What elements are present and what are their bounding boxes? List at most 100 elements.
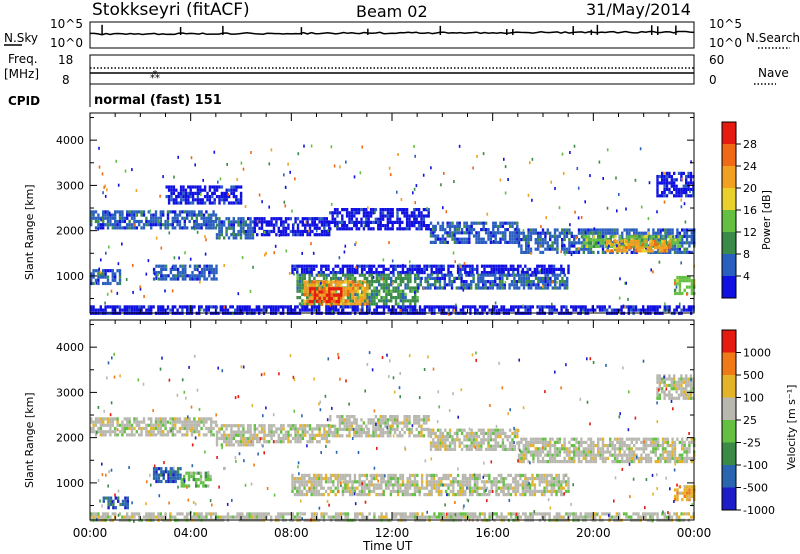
power-cell: [546, 283, 550, 287]
velocity-cell: [130, 426, 134, 431]
power-cell: [411, 305, 414, 309]
power-cell: [310, 267, 313, 271]
power-cell: [568, 247, 571, 251]
power-cell: [296, 217, 300, 221]
power-cell: [635, 228, 638, 232]
power-cell: [415, 214, 418, 218]
power-cell: [311, 300, 314, 304]
power-cell: [152, 219, 155, 224]
power-cell: [401, 211, 404, 215]
velocity-cell: [145, 426, 148, 431]
velocity-cell: [427, 431, 430, 435]
power-cell: [92, 216, 95, 220]
velocity-cell: [369, 434, 373, 438]
power-cell: [390, 283, 393, 287]
velocity-cell: [477, 435, 481, 439]
power-cell: [242, 229, 245, 234]
power-cell: [265, 223, 268, 227]
velocity-cell: [272, 433, 276, 437]
velocity-cell: [215, 424, 219, 428]
velocity-cell: [256, 436, 259, 441]
power-cell: [425, 214, 428, 218]
power-cell: [565, 305, 568, 309]
velocity-cell: [223, 436, 226, 441]
velocity-cell: [294, 424, 297, 428]
velocity-cell: [289, 427, 292, 431]
power-cell: [341, 208, 344, 212]
power-cell: [489, 234, 493, 238]
power-cell: [344, 286, 348, 290]
power-speckle: [589, 174, 591, 178]
power-cell: [344, 280, 348, 284]
velocity-cell: [508, 435, 512, 439]
power-cell: [426, 286, 430, 290]
power-cell: [138, 210, 141, 214]
power-cell: [374, 220, 378, 224]
power-cell: [114, 223, 117, 227]
velocity-cell: [338, 418, 342, 422]
power-cell: [394, 296, 398, 300]
power-cell: [550, 308, 554, 312]
power-cell: [176, 277, 180, 281]
power-cell: [337, 308, 340, 312]
power-cell: [633, 247, 636, 251]
power-cell: [516, 264, 520, 268]
power-cell: [242, 217, 245, 221]
power-cell: [651, 249, 654, 253]
power-cell: [181, 277, 185, 281]
power-cell: [534, 247, 537, 251]
power-speckle: [413, 187, 416, 191]
power-speckle: [453, 180, 455, 183]
power-cell: [529, 308, 532, 312]
power-cell: [575, 247, 578, 251]
power-cell: [508, 237, 512, 241]
power-cell: [164, 274, 168, 278]
power-cell: [349, 276, 352, 280]
power-cell: [532, 273, 535, 277]
power-cell: [558, 286, 562, 290]
power-cell: [555, 267, 558, 271]
velocity-cell: [357, 427, 361, 431]
velocity-cell: [436, 444, 440, 448]
power-cell: [174, 213, 177, 217]
power-cell: [690, 285, 694, 289]
power-cell: [282, 305, 285, 309]
power-speckle: [159, 194, 161, 198]
power-cell: [670, 184, 673, 188]
velocity-cell: [123, 430, 126, 434]
power-cell: [128, 308, 131, 312]
power-cell: [298, 302, 302, 306]
power-cell: [456, 221, 459, 225]
power-cell: [399, 264, 402, 268]
power-cell: [430, 264, 433, 268]
power-cell: [306, 293, 309, 297]
power-cell: [670, 191, 673, 195]
power-cell: [465, 228, 469, 232]
velocity-cell: [275, 430, 278, 434]
power-speckle: [135, 213, 137, 217]
power-cell: [678, 291, 682, 296]
velocity-cell: [527, 447, 530, 451]
power-cell: [398, 220, 402, 224]
velocity-cell: [142, 426, 146, 431]
velocity-cell: [121, 426, 124, 431]
power-cell: [355, 220, 358, 224]
power-cell: [191, 191, 195, 195]
power-cell: [530, 283, 533, 287]
power-cell: [444, 240, 447, 244]
power-cell: [435, 271, 438, 275]
power-cell: [692, 191, 695, 195]
velocity-cell: [341, 415, 344, 419]
velocity-cell: [133, 433, 136, 437]
power-cell: [243, 308, 246, 312]
power-speckle: [359, 171, 362, 175]
power-cell: [447, 264, 450, 268]
velocity-cell: [460, 431, 464, 435]
velocity-cell: [475, 441, 478, 445]
power-cell: [516, 237, 519, 241]
velocity-cell: [159, 426, 162, 431]
power-cell: [534, 273, 538, 277]
velocity-cell: [329, 431, 332, 435]
power-cell: [510, 280, 514, 284]
velocity-cell: [563, 456, 566, 460]
